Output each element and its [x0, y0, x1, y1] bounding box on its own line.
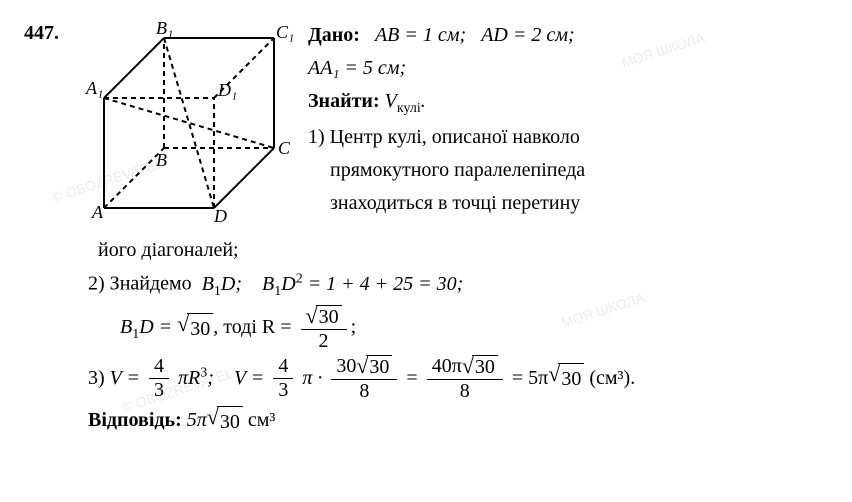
step1-num: 1) [308, 126, 325, 148]
find-label: Знайти: [308, 90, 380, 112]
step2-lead: Знайдемо [110, 273, 192, 295]
svg-text:D: D [213, 206, 227, 223]
find-value: Vкулі. [385, 90, 426, 112]
step2-eq1a: B1D; [202, 273, 242, 295]
step1-a: Центр кулі, описаної навколо [330, 126, 580, 148]
given-ad: AD = 2 см; [481, 24, 574, 46]
answer-line: Відповідь: 5π√30 см³ [24, 405, 828, 437]
step1-b: прямокутного паралелепіпеда [308, 155, 828, 186]
given-label: Дано: [308, 24, 360, 46]
step2-eq1b: B1D2 = 1 + 4 + 25 = 30; [262, 273, 463, 295]
problem-number: 447. [24, 22, 59, 44]
svg-text:A₁: A₁ [85, 78, 103, 98]
svg-text:C: C [278, 138, 291, 158]
given-aa1: AA₁ = 5 см; [308, 57, 406, 79]
step3-line: 3) V = 43 πR3; V = 43 π · 30√30 8 = 40π√… [24, 355, 828, 403]
parallelepiped-figure: A D C B A₁ B₁ C₁ D₁ [84, 18, 294, 233]
given-ab: AB = 1 см; [375, 24, 466, 46]
svg-text:B: B [156, 150, 167, 170]
svg-text:B₁: B₁ [156, 18, 173, 38]
svg-text:A: A [91, 202, 104, 222]
step1-c: знаходиться в точці перетину [308, 188, 828, 219]
step1-d: його діагоналей; [24, 235, 828, 266]
svg-text:C₁: C₁ [276, 22, 294, 42]
svg-text:D₁: D₁ [217, 80, 237, 100]
step2-num: 2) [88, 273, 105, 295]
step2-line2: B1D = √30, тоді R = √30 2 ; [24, 304, 828, 352]
